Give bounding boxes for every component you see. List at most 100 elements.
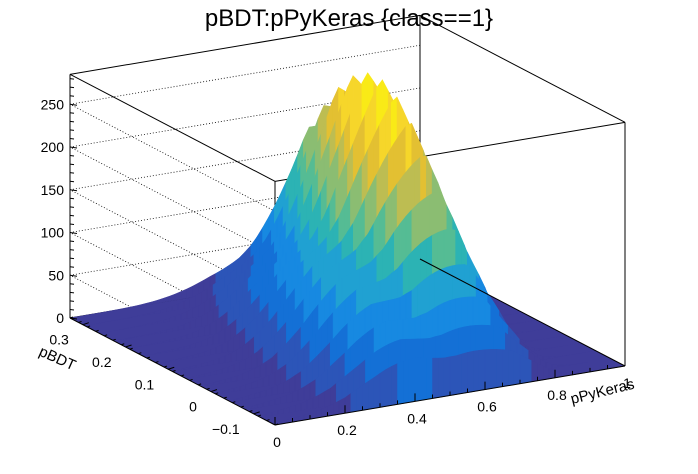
x-tick-label: 0.6 [477,399,497,415]
surface-cell [391,363,398,406]
y-minor-tick [121,343,125,346]
gridline-back-wall [69,44,421,105]
y-minor-tick [215,392,219,395]
surface-cell [586,361,593,363]
y-minor-tick [249,410,253,413]
surface-cell [157,297,164,304]
z-tick [69,317,78,320]
z-tick-label: 100 [41,225,65,241]
z-minor-tick [69,283,75,285]
surface-cell [338,397,346,415]
surface-cell [516,312,523,314]
y-minor-tick [232,401,236,404]
surface-cell [574,342,582,345]
surface-cell [563,344,570,347]
y-tick [168,366,175,370]
y-minor-tick [104,334,108,337]
surface-cell [525,357,532,383]
surface-cell [174,291,182,301]
gridline-left-wall [69,274,276,383]
z-tick [69,274,78,277]
surface-cell [163,295,170,303]
y-minor-tick [180,374,185,377]
z-axis: 0 50 100 150 200 250 [41,78,78,326]
surface-cell [403,359,410,404]
surface-cell [151,299,158,305]
z-minor-tick [69,240,75,243]
y-minor-tick [163,365,168,368]
box-edge-top-left [69,73,276,182]
y-minor-tick [240,405,244,408]
x-tick-label: 0.8 [547,387,567,403]
x-tick-label: 0.4 [407,410,427,426]
surface-cell [583,351,590,353]
chart-title: pBDT:pPyKeras {class==1} [205,5,493,32]
surface-cell [362,380,369,411]
y-minor-tick [189,378,193,381]
box-edge-top-back [69,14,421,75]
y-minor-tick [95,329,99,332]
surface [69,71,626,426]
surface-cell [350,388,357,413]
y-tick [253,411,260,415]
surface-cell [324,387,331,407]
surface-cell [484,349,492,390]
y-minor-tick [257,414,262,417]
y-minor-tick [112,338,116,341]
surface-cell [379,369,387,408]
surface-cell [455,353,462,395]
z-minor-tick [69,223,75,225]
gridline-back-wall [69,130,421,191]
surface-cell [545,327,552,330]
gridlines [69,44,421,383]
surface-cell [309,379,316,400]
x-tick-label: 0 [273,434,281,450]
surface-cell [443,356,451,397]
y-minor-tick [86,325,91,328]
surface-cell [426,357,433,400]
gridline-left-wall [69,103,276,212]
surface-cell [519,354,527,384]
z-minor-tick [69,172,75,174]
surface-cell [508,349,515,386]
z-minor-tick [69,300,75,302]
y-minor-tick [206,387,210,390]
surface-cell [501,304,508,307]
y-tick-label: 0 [189,399,197,415]
surface-cell [373,372,381,409]
z-tick [69,103,78,106]
z-minor-tick [69,163,75,166]
gridline-left-wall [69,146,276,255]
z-tick [69,232,78,234]
z-tick-label: 250 [41,96,65,112]
z-minor-tick [69,155,75,157]
y-minor-tick [266,419,270,422]
z-minor-tick [69,291,75,294]
y-tick [210,389,218,393]
y-minor-tick [138,352,142,355]
surface-cell [385,365,392,407]
surface-cell [461,352,468,394]
x-axis-title: pPyKeras [569,376,636,408]
z-tick-label: 50 [48,267,64,283]
gridline-left-wall [69,189,276,298]
gridline-back-wall [69,173,421,233]
y-tick-label: 0.2 [92,354,112,370]
surface-cell [408,357,416,403]
y-tick-label: −0.1 [212,421,240,437]
z-minor-tick [69,112,75,114]
surface-cell [490,349,497,389]
surface-cell [356,384,363,412]
z-minor-tick [69,78,75,80]
gridline-left-wall [69,232,276,340]
z-minor-tick [69,129,75,131]
z-minor-tick [69,86,75,89]
y-minor-tick [129,347,133,350]
z-tick-label: 200 [41,139,65,155]
gridline-back-wall [69,87,421,148]
y-minor-tick [223,396,227,399]
z-minor-tick [69,95,75,97]
box-edge-floor-right [419,258,626,367]
z-minor-tick [69,180,75,183]
